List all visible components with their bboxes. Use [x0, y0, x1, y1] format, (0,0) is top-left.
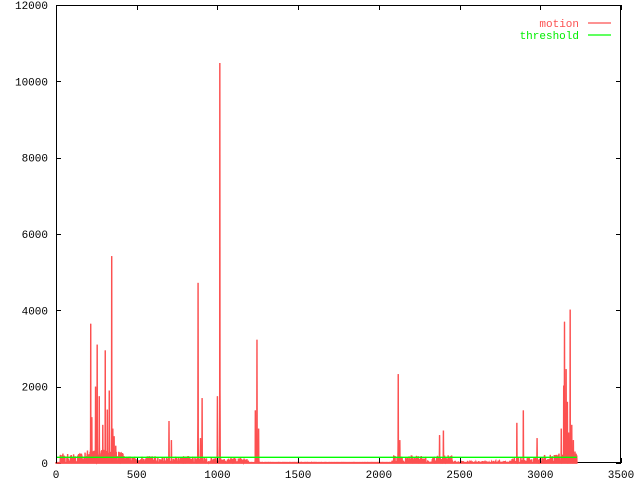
svg-text:12000: 12000	[15, 1, 48, 13]
svg-text:3500: 3500	[608, 470, 634, 480]
svg-text:0: 0	[41, 459, 48, 471]
svg-text:0: 0	[53, 470, 60, 480]
svg-text:1000: 1000	[204, 470, 230, 480]
svg-text:threshold: threshold	[520, 31, 579, 43]
svg-text:8000: 8000	[22, 154, 48, 166]
svg-text:2000: 2000	[22, 383, 48, 395]
svg-text:10000: 10000	[15, 77, 48, 89]
svg-text:6000: 6000	[22, 230, 48, 242]
svg-text:2500: 2500	[446, 470, 472, 480]
svg-text:3000: 3000	[527, 470, 553, 480]
svg-text:2000: 2000	[366, 470, 392, 480]
svg-text:motion: motion	[539, 19, 579, 31]
svg-text:4000: 4000	[22, 306, 48, 318]
svg-text:500: 500	[127, 470, 147, 480]
svg-text:1500: 1500	[285, 470, 311, 480]
